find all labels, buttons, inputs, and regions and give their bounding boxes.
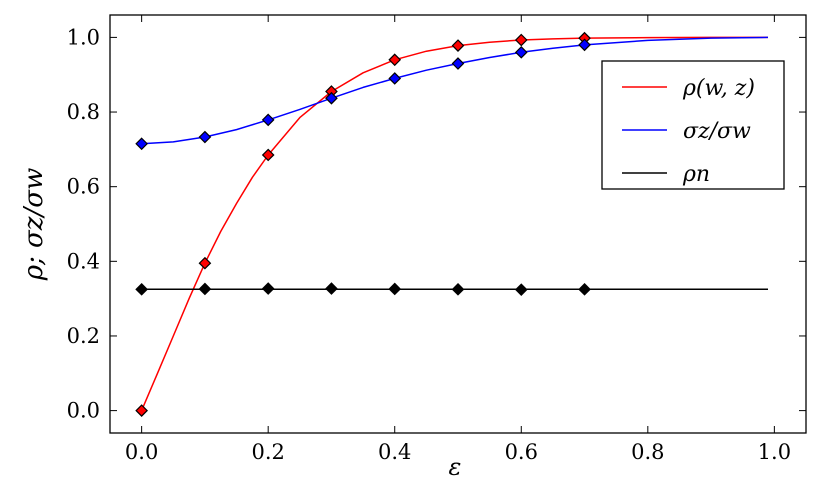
data-point-1 bbox=[198, 130, 212, 144]
data-point-2 bbox=[578, 282, 591, 296]
data-point-0 bbox=[388, 53, 402, 67]
data-point-1 bbox=[261, 113, 275, 127]
data-point-2 bbox=[261, 282, 275, 295]
y-axis: 0.0 0.2 0.4 0.6 0.8 1.0 bbox=[67, 25, 806, 423]
x-axis: 0.0 0.2 0.4 0.6 0.8 1.0 bbox=[125, 15, 791, 464]
data-point-2 bbox=[451, 282, 465, 296]
series-layer bbox=[135, 31, 769, 417]
series-line-1 bbox=[141, 36, 769, 145]
legend-label-sigma-ratio: σz/σw bbox=[683, 119, 751, 144]
data-point-1 bbox=[514, 45, 528, 59]
x-tick-label: 0.0 bbox=[125, 440, 158, 464]
series-line-0 bbox=[140, 36, 768, 411]
legend-box bbox=[601, 60, 785, 190]
data-point-0 bbox=[514, 33, 528, 47]
y-tick-label: 0.2 bbox=[67, 324, 100, 348]
x-tick-label: 0.4 bbox=[378, 440, 411, 464]
data-point-0 bbox=[451, 39, 465, 52]
y-tick-label: 0.6 bbox=[67, 175, 100, 199]
data-point-0 bbox=[135, 404, 148, 417]
x-tick-label: 1.0 bbox=[758, 440, 791, 464]
data-point-0 bbox=[261, 148, 275, 162]
data-point-2 bbox=[325, 282, 338, 295]
data-point-0 bbox=[198, 256, 212, 270]
data-point-2 bbox=[514, 283, 528, 297]
legend: ρ(w, z) σz/σw ρn bbox=[601, 60, 785, 190]
y-axis-title: ρ; σz/σw bbox=[19, 168, 49, 282]
legend-label-rho: ρ(w, z) bbox=[682, 76, 755, 101]
data-point-2 bbox=[388, 282, 402, 296]
y-tick-label: 0.4 bbox=[67, 249, 100, 273]
data-point-1 bbox=[135, 137, 148, 151]
x-tick-label: 0.6 bbox=[505, 440, 538, 464]
x-tick-label: 0.8 bbox=[631, 440, 664, 464]
data-point-1 bbox=[578, 38, 591, 52]
y-tick-label: 0.0 bbox=[67, 399, 100, 423]
x-tick-label: 0.2 bbox=[251, 440, 284, 464]
y-tick-label: 0.8 bbox=[67, 100, 100, 124]
y-tick-label: 1.0 bbox=[67, 25, 100, 49]
x-axis-title: ε bbox=[449, 453, 462, 481]
data-point-1 bbox=[325, 91, 338, 105]
data-point-1 bbox=[388, 72, 402, 85]
data-point-2 bbox=[198, 282, 212, 296]
data-point-2 bbox=[135, 282, 148, 296]
data-point-1 bbox=[451, 57, 465, 70]
legend-label-rho-n: ρn bbox=[682, 162, 710, 187]
